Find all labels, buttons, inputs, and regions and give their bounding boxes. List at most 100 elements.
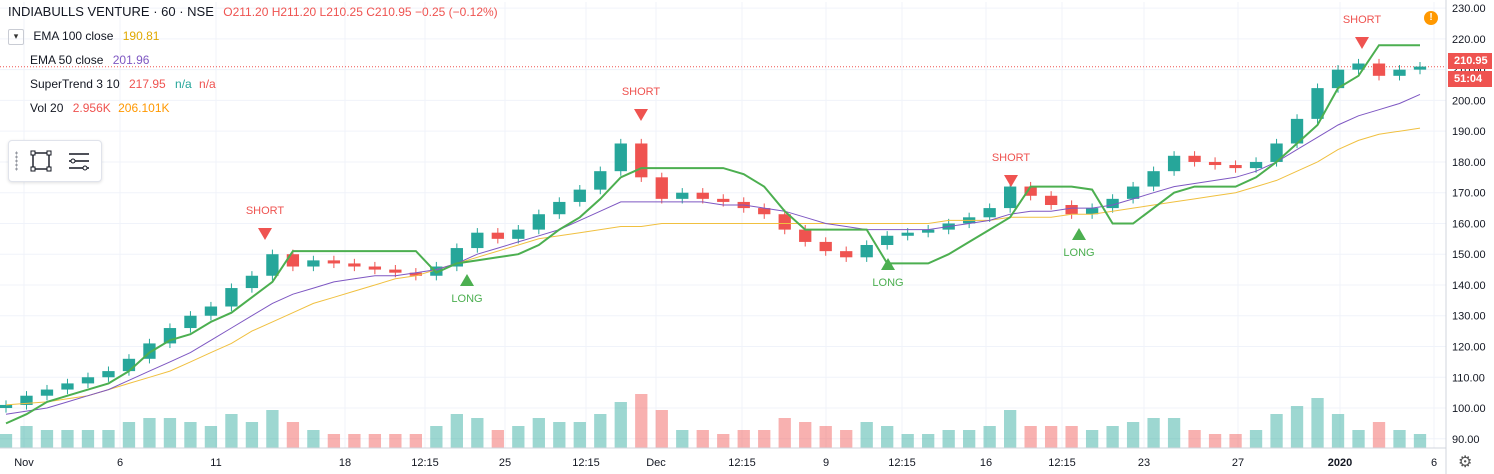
candle-body [389, 269, 402, 273]
volume-bar [1331, 414, 1345, 448]
candle-body [430, 266, 443, 276]
volume-bar [286, 422, 300, 448]
candle-body [1372, 63, 1386, 76]
supertrend-label[interactable]: SuperTrend 3 10 [30, 77, 120, 91]
volume-value: 2.956K [72, 101, 111, 115]
candle-body [614, 143, 627, 172]
volume-bar [245, 422, 259, 448]
volume-bar [532, 418, 545, 448]
candle-body [0, 404, 13, 409]
volume-bar [696, 430, 709, 448]
volume-label[interactable]: Vol 20 [30, 101, 64, 115]
short-signal-marker [1004, 175, 1018, 187]
candle-body [1188, 155, 1201, 162]
ohlc-readout: O211.20 H211.20 L210.25 C210.95 −0.25 (−… [223, 5, 498, 19]
price-tick-label: 160.00 [1452, 218, 1486, 230]
grid [0, 2, 1446, 448]
candle-body [1393, 69, 1406, 76]
price-tick-label: 230.00 [1452, 3, 1486, 15]
time-tick-label: 18 [339, 457, 351, 469]
volume-bar [1003, 410, 1017, 448]
drawing-toolbox[interactable] [8, 140, 102, 182]
price-tick-label: 130.00 [1452, 311, 1486, 323]
countdown-tag: 51:04 [1448, 71, 1492, 87]
candle-body [512, 229, 525, 239]
candle-body [1270, 143, 1283, 162]
candle-body [245, 275, 259, 289]
volume-bar [922, 434, 935, 448]
time-tick-label: 12:15 [411, 457, 439, 469]
candle-body [532, 214, 545, 230]
volume-bar [881, 426, 894, 448]
settings-gear-icon[interactable]: ⚙ [1458, 454, 1473, 471]
candle-body [1249, 161, 1263, 169]
time-tick-label: 12:15 [1048, 457, 1076, 469]
volume-bar [327, 434, 341, 448]
volume-bar [368, 434, 382, 448]
volume-bar [1311, 398, 1324, 448]
volume-bar [1106, 426, 1119, 448]
time-tick-label: 12:15 [572, 457, 600, 469]
long-signal-label: LONG [451, 293, 482, 305]
time-tick-label: 11 [210, 457, 221, 469]
time-tick-label: 27 [1232, 457, 1244, 469]
collapse-legend-icon[interactable]: ▾ [8, 28, 24, 45]
candle-body [717, 198, 730, 202]
object-tree-icon[interactable] [65, 147, 93, 175]
volume-bar [1352, 430, 1365, 448]
volume-bar [1065, 426, 1078, 448]
volume-bar [737, 430, 750, 448]
volume-bar [1270, 414, 1283, 448]
candle-body [122, 358, 136, 372]
volume-bar [1290, 406, 1304, 448]
candle-body [225, 288, 238, 307]
candle-body [102, 371, 115, 378]
volume-bar [491, 430, 504, 448]
time-tick-label: 16 [980, 457, 992, 469]
rectangle-select-icon[interactable] [27, 147, 55, 175]
volume-bar [102, 430, 115, 448]
candle-body [1085, 208, 1099, 215]
volume-bar [184, 422, 197, 448]
short-signal-label: SHORT [992, 152, 1031, 164]
candle-body [573, 189, 586, 202]
short-signal-marker [1355, 37, 1369, 49]
candle-body [1106, 198, 1119, 209]
volume-bar [225, 414, 238, 448]
volume-bar [963, 430, 976, 448]
volume-bar [348, 434, 361, 448]
volume-bar [1372, 422, 1386, 448]
ema50-label[interactable]: EMA 50 close [30, 53, 104, 67]
volume-bar [471, 418, 484, 448]
candle-body [922, 229, 935, 233]
volume-bar [635, 394, 648, 448]
volume-bar [778, 418, 791, 448]
info-alert-icon[interactable]: ! [1424, 11, 1438, 25]
ema50-value: 201.96 [112, 53, 150, 67]
drag-handle-icon[interactable] [15, 151, 18, 171]
volume-bar [163, 418, 177, 448]
volume-bar [1085, 430, 1099, 448]
volume-bar [901, 434, 914, 448]
time-tick-label: 6 [1431, 457, 1437, 469]
candle-body [1413, 66, 1427, 70]
candle-body [1208, 161, 1222, 166]
candle-body [1147, 171, 1160, 187]
volume-bar [655, 410, 668, 448]
long-signal-marker [460, 274, 474, 286]
volume-bar [717, 434, 730, 448]
short-signal-label: SHORT [246, 205, 285, 217]
candle-body [594, 171, 607, 190]
volume-bar [143, 418, 156, 448]
volume-bar [758, 430, 771, 448]
supertrend-value: 217.95 [128, 77, 166, 91]
volume-bar [1393, 430, 1406, 448]
price-tick-label: 110.00 [1452, 372, 1485, 384]
price-tick-label: 190.00 [1452, 126, 1486, 138]
ema100-label[interactable]: EMA 100 close [33, 29, 114, 43]
ema100-value: 190.81 [122, 29, 160, 43]
time-tick-label: Dec [646, 457, 666, 469]
symbol-title[interactable]: INDIABULLS VENTURE · 60 · NSE [8, 4, 214, 19]
candle-body [409, 272, 423, 276]
